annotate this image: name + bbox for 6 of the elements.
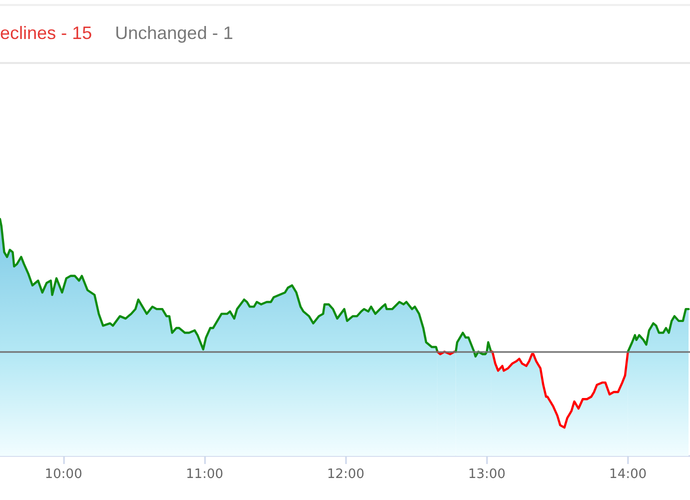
x-tick-label: 14:00 — [609, 467, 647, 482]
x-tick-label: 13:00 — [468, 467, 506, 482]
header-panel: eclines - 15 Unchanged - 1 — [0, 4, 690, 64]
x-tick-label: 12:00 — [326, 467, 364, 482]
x-tick-label: 11:00 — [186, 467, 224, 482]
x-tick-label: 10:00 — [44, 467, 82, 482]
